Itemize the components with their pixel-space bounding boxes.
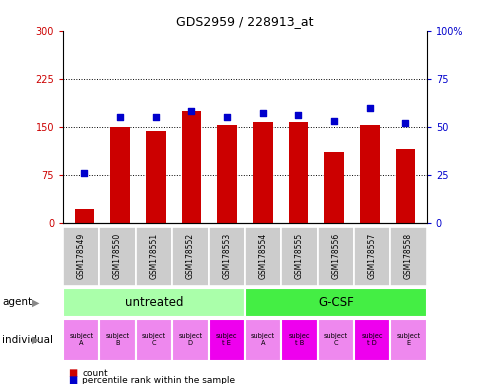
Bar (99, 227, 136, 286)
Bar (317, 227, 353, 286)
Text: ■: ■ (68, 375, 77, 384)
Text: subject
E: subject E (396, 333, 420, 346)
Bar (146, 131, 165, 223)
Point (187, 108, 195, 114)
Text: ■: ■ (68, 368, 77, 378)
Bar (75, 209, 94, 223)
Point (365, 104, 373, 111)
Text: GSM178556: GSM178556 (331, 233, 340, 280)
Text: GSM178549: GSM178549 (76, 233, 86, 280)
Text: subject
D: subject D (178, 333, 202, 346)
Text: GSM178554: GSM178554 (258, 233, 267, 280)
Point (223, 114, 230, 120)
Bar (136, 319, 172, 361)
Text: subject
A: subject A (69, 333, 93, 346)
Bar (353, 227, 390, 286)
Bar (317, 319, 353, 361)
Bar (395, 149, 414, 223)
Bar (63, 319, 99, 361)
Bar (172, 319, 208, 361)
Bar (208, 319, 244, 361)
Bar (63, 227, 99, 286)
Text: G-CSF: G-CSF (318, 296, 353, 309)
Point (294, 112, 302, 118)
Bar (136, 227, 172, 286)
Bar (217, 126, 236, 223)
Bar (63, 288, 244, 317)
Point (151, 114, 159, 120)
Bar (353, 319, 390, 361)
Text: untreated: untreated (124, 296, 183, 309)
Point (401, 120, 408, 126)
Bar (181, 111, 201, 223)
Text: ▶: ▶ (32, 297, 40, 308)
Text: subjec
t E: subjec t E (215, 333, 237, 346)
Bar (244, 227, 281, 286)
Bar (359, 126, 379, 223)
Text: ▶: ▶ (32, 335, 40, 345)
Bar (324, 152, 343, 223)
Text: subject
C: subject C (142, 333, 166, 346)
Text: subjec
t B: subjec t B (288, 333, 310, 346)
Text: subject
C: subject C (323, 333, 347, 346)
Text: GSM178553: GSM178553 (222, 233, 231, 280)
Bar (244, 319, 281, 361)
Text: individual: individual (2, 335, 53, 345)
Text: subject
A: subject A (251, 333, 274, 346)
Text: count: count (82, 369, 108, 378)
Text: GSM178558: GSM178558 (403, 233, 412, 280)
Bar (110, 127, 130, 223)
Bar (172, 227, 208, 286)
Text: GSM178552: GSM178552 (185, 233, 195, 280)
Bar (390, 227, 426, 286)
Point (80, 170, 88, 176)
Text: GSM178550: GSM178550 (113, 233, 122, 280)
Bar (244, 288, 426, 317)
Text: subjec
t D: subjec t D (361, 333, 382, 346)
Text: GSM178551: GSM178551 (149, 233, 158, 280)
Text: subject
B: subject B (106, 333, 129, 346)
Bar (281, 319, 317, 361)
Bar (288, 122, 308, 223)
Bar (281, 227, 317, 286)
Point (330, 118, 337, 124)
Text: agent: agent (2, 297, 32, 308)
Point (116, 114, 124, 120)
Text: GSM178555: GSM178555 (294, 233, 303, 280)
Text: GSM178557: GSM178557 (367, 233, 376, 280)
Title: GDS2959 / 228913_at: GDS2959 / 228913_at (176, 15, 313, 28)
Bar (99, 319, 136, 361)
Point (258, 110, 266, 116)
Text: percentile rank within the sample: percentile rank within the sample (82, 376, 235, 384)
Bar (390, 319, 426, 361)
Bar (208, 227, 244, 286)
Bar (253, 122, 272, 223)
